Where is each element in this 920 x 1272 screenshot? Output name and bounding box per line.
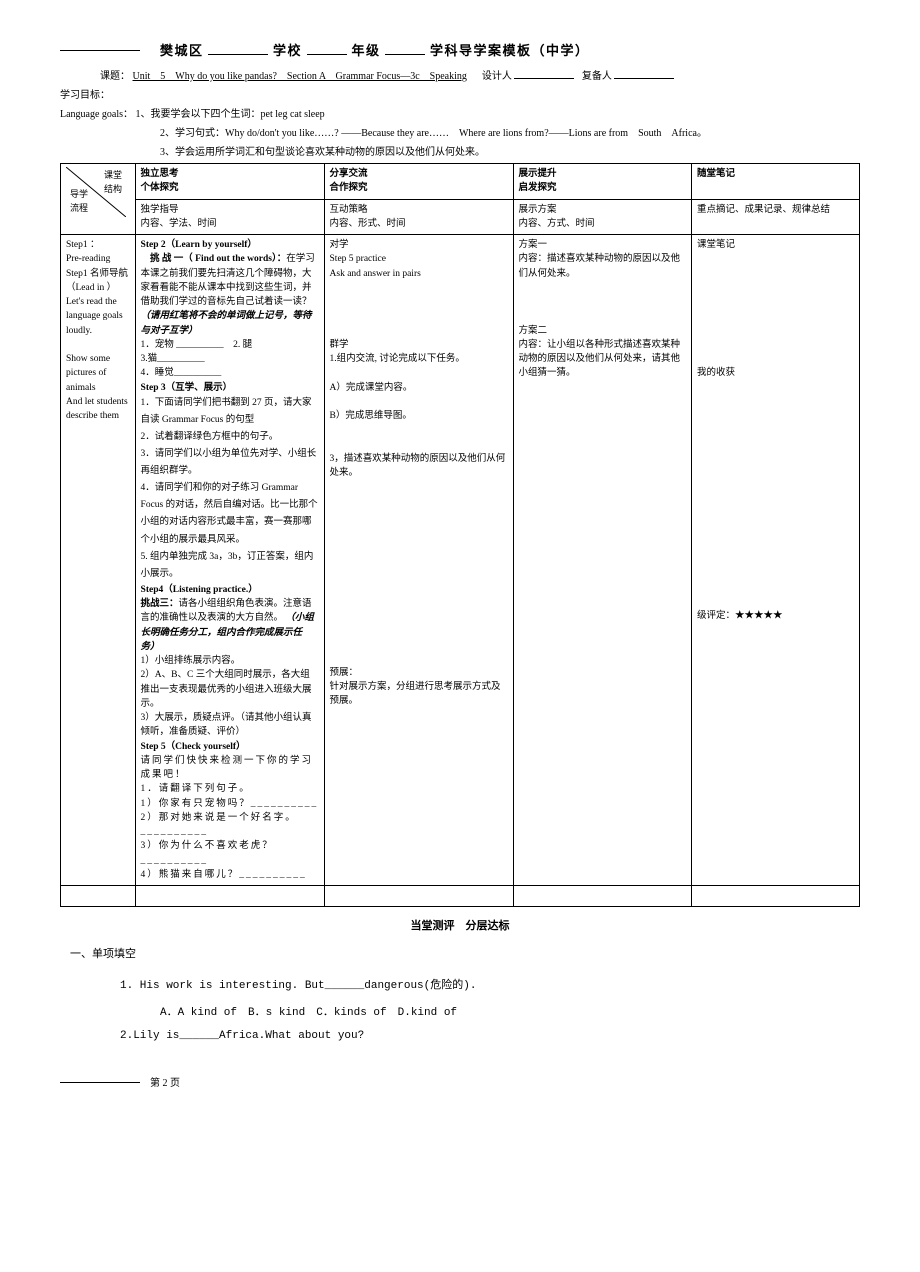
header-rule <box>60 50 140 51</box>
col1-body: Step1 ： Pre-reading Step1 名师导航（Lead in ）… <box>61 235 136 886</box>
footer: 第 2 页 <box>60 1082 860 1083</box>
empty-row <box>61 886 860 907</box>
col-hdr-2: 分享交流 合作探究 <box>324 164 513 200</box>
hdr2-l1: 分享交流 <box>330 169 368 179</box>
col3-body: 对学 Step 5 practice Ask and answer in pai… <box>324 235 513 886</box>
q1-options: A．A kind of B．s kind C．kinds of D.kind o… <box>160 1003 860 1019</box>
step3-title: Step 3（互学、展示） <box>141 383 233 393</box>
q2: 2.Lily is______Africa.What about you? <box>120 1030 860 1042</box>
topic-label: 课题： <box>100 71 130 82</box>
group-title: 群学 <box>330 340 349 350</box>
goal2: 2、学习句式：Why do/don't you like……? ——Becaus… <box>160 124 860 139</box>
e2 <box>135 886 324 907</box>
col-hdr-1: 独立思考 个体探究 <box>135 164 324 200</box>
designer-blank <box>514 78 574 79</box>
preview-title: 预展： <box>330 668 359 678</box>
col-hdr-3: 展示提升 启发探究 <box>513 164 691 200</box>
e4 <box>513 886 691 907</box>
plan2-title: 方案二 <box>519 326 548 336</box>
step5-text: 请同学们快快来检测一下你的学习成果吧！ 1．请翻译下列句子。 1）你家有只宠物吗… <box>141 756 319 880</box>
step2-sub: 挑 战 一（ Find out the words）： <box>150 254 286 264</box>
blank-grade <box>307 54 347 55</box>
harvest: 我的收获 <box>697 368 735 378</box>
footer-rule <box>60 1082 140 1083</box>
preview-text: 针对展示方案，分组进行思考展示方式及预展。 <box>330 682 501 706</box>
step5-title: Step 5（Check yourself） <box>141 742 246 752</box>
title-region: 樊城区 <box>160 43 204 58</box>
sub4: 重点摘记、成果记录、规律总结 <box>691 199 859 235</box>
step4-sub: 挑战三： <box>141 599 179 609</box>
col-hdr-4: 随堂笔记 <box>691 164 859 200</box>
e1 <box>61 886 136 907</box>
blank-subject <box>385 54 425 55</box>
goal1: 1、我要学会以下四个生词：pet leg cat sleep <box>136 109 325 120</box>
document-title: 樊城区 学校 年级 学科导学案模板（中学） <box>160 40 860 59</box>
rating-label: 级评定： <box>697 611 735 621</box>
vocab: 1．宠物 __________ 2. 腿 3.猫__________ 4．睡觉_… <box>141 340 253 379</box>
step2-title: Step 2（Learn by yourself） <box>141 240 257 250</box>
col4-body: 方案一 内容：描述喜欢某种动物的原因以及他们从何处来。 方案二 内容：让小组以各… <box>513 235 691 886</box>
hdr1-l1: 独立思考 <box>141 169 179 179</box>
rating-stars: ★★★★★ <box>735 611 783 621</box>
designer-label: 设计人 <box>482 71 512 82</box>
hdr1-l2: 个体探究 <box>141 183 179 193</box>
reviewer-blank <box>614 78 674 79</box>
lesson-plan-table: 课堂 结构 导学 流程 独立思考 个体探究 分享交流 合作探究 展示提升 启发探… <box>60 163 860 907</box>
step3-items: 1．下面请同学们把书翻到 27 页，请大家自读 Grammar Focus 的句… <box>141 398 318 579</box>
col2-body: Step 2（Learn by yourself） 挑 战 一（ Find ou… <box>135 235 324 886</box>
col5-body: 课堂笔记 我的收获 级评定：★★★★★ <box>691 235 859 886</box>
sub3: 展示方案 内容、方式、时间 <box>513 199 691 235</box>
plan1-title: 方案一 <box>519 240 548 250</box>
plan2-text: 内容：让小组以各种形式描述喜欢某种动物的原因以及他们从何处来，请其他小组猜一猜。 <box>519 340 681 379</box>
header-row-1: 课堂 结构 导学 流程 独立思考 个体探究 分享交流 合作探究 展示提升 启发探… <box>61 164 860 200</box>
hdr3-l2: 启发探究 <box>519 183 557 193</box>
hdr4-l1: 随堂笔记 <box>697 169 735 179</box>
diag-bot: 导学 流程 <box>70 188 88 215</box>
topic-row: 课题： Unit 5 Why do you like pandas? Secti… <box>60 67 860 82</box>
e3 <box>324 886 513 907</box>
page-number: 第 2 页 <box>150 1074 180 1089</box>
sub2: 互动策略 内容、形式、时间 <box>324 199 513 235</box>
step4-items: 1）小组排练展示内容。 2）A、B、C 三个大组同时展示，各大组推出一支表现最优… <box>141 656 312 737</box>
note-title: 课堂笔记 <box>697 240 735 250</box>
language-goals: Language goals： 1、我要学会以下四个生词：pet leg cat… <box>60 105 860 120</box>
goal3: 3、学会运用所学词汇和句型谈论喜欢某种动物的原因以及他们从何处来。 <box>160 143 860 158</box>
title-suffix: 学科导学案模板（中学） <box>430 43 590 58</box>
lang-label: Language goals： <box>60 109 133 120</box>
step2-red: （请用红笔将不会的单词做上记号，等待与对子互学） <box>141 311 312 335</box>
content-row: Step1 ： Pre-reading Step1 名师导航（Lead in ）… <box>61 235 860 886</box>
diag-top: 课堂 结构 <box>104 169 122 196</box>
blank-school <box>208 54 268 55</box>
diagonal-header: 课堂 结构 导学 流程 <box>61 164 136 235</box>
goal-label: 学习目标： <box>60 86 860 101</box>
hdr3-l1: 展示提升 <box>519 169 557 179</box>
section-1-title: 一、单项填空 <box>70 943 860 965</box>
reviewer-label: 复备人 <box>582 71 612 82</box>
topic-text: Unit 5 Why do you like pandas? Section A… <box>133 71 467 82</box>
header-row-2: 独学指导 内容、学法、时间 互动策略 内容、形式、时间 展示方案 内容、方式、时… <box>61 199 860 235</box>
assessment-heading: 当堂测评 分层达标 <box>60 917 860 933</box>
title-grade: 年级 <box>352 43 381 58</box>
plan1-text: 内容：描述喜欢某种动物的原因以及他们从何处来。 <box>519 254 681 278</box>
hdr2-l2: 合作探究 <box>330 183 368 193</box>
title-school: 学校 <box>273 43 302 58</box>
sub1: 独学指导 内容、学法、时间 <box>135 199 324 235</box>
group-text: 1.组内交流, 讨论完成以下任务。 A）完成课堂内容。 B）完成思维导图。 3，… <box>330 354 506 478</box>
q1: 1. His work is interesting. But______dan… <box>120 976 860 992</box>
e5 <box>691 886 859 907</box>
step4-title: Step4（Listening practice.） <box>141 585 258 595</box>
pair-title: 对学 Step 5 practice Ask and answer in pai… <box>330 240 421 279</box>
